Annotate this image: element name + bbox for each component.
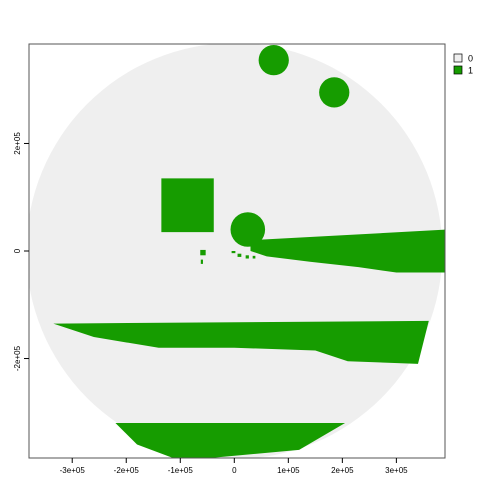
- region-upper-band: [250, 229, 445, 273]
- y-tick-label: 0: [13, 248, 22, 253]
- x-tick-label: 2e+05: [331, 466, 354, 475]
- legend-label-0: 0: [468, 54, 473, 64]
- x-tick-label: 0: [232, 466, 237, 475]
- x-axis: -3e+05 -2e+05 -1e+05 0 1e+05 2e+05 3e+05: [60, 458, 408, 475]
- region-speck-2: [200, 259, 203, 264]
- region-bottom-band: [115, 423, 346, 458]
- region-square: [161, 178, 214, 233]
- legend-swatch-0: [453, 53, 463, 63]
- x-tick-label: 3e+05: [385, 466, 408, 475]
- region-speck-1: [200, 249, 206, 256]
- legend-label-1: 1: [468, 66, 473, 76]
- region-speck-4: [245, 255, 249, 259]
- region-speck-6: [231, 251, 236, 254]
- x-tick-label: -1e+05: [168, 466, 194, 475]
- x-tick-label: -2e+05: [114, 466, 140, 475]
- legend-swatch-1: [453, 65, 463, 75]
- y-tick-label: 2e+05: [13, 132, 22, 155]
- region-speck-5: [252, 255, 256, 259]
- x-tick-label: 1e+05: [277, 466, 300, 475]
- legend: 01: [453, 53, 473, 76]
- region-center-circle: [230, 212, 266, 247]
- y-axis: -2e+05 0 2e+05: [13, 132, 29, 371]
- y-tick-label: -2e+05: [13, 345, 22, 371]
- region-top-circle-a: [258, 45, 289, 76]
- region-middle-band: [53, 320, 429, 364]
- x-tick-label: -3e+05: [60, 466, 86, 475]
- raster-panel: [29, 44, 445, 458]
- raster-regions-value-1: [53, 45, 445, 458]
- region-speck-3: [237, 253, 242, 257]
- region-top-circle-b: [319, 77, 350, 108]
